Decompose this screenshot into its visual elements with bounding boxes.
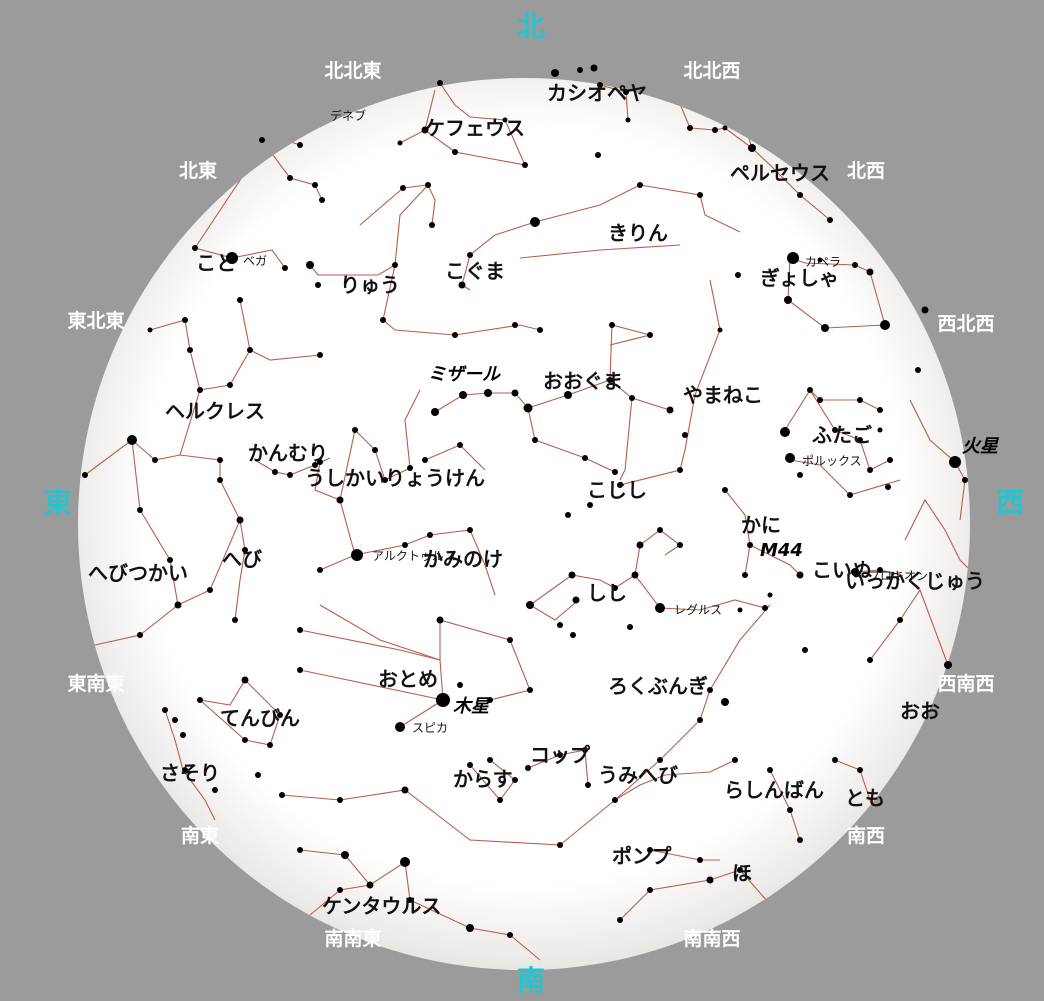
ophiuchus-label: へびつかい [88,561,188,585]
gemini-label: ふたご [812,423,872,447]
nnw-label: 北北西 [683,60,740,82]
bootes-label: うしかい [305,466,385,490]
nne-label: 北北東 [324,59,381,82]
ursa-minor-label: こぐま [445,259,505,283]
sw-label: 南西 [847,825,885,847]
south-label: 南 [517,964,545,997]
constellation-labels: カシオペヤ ケフェウス ペルセウス きりん こぐま りゅう こと ぎょしゃ おお… [88,81,985,918]
wsw-label: 西南西 [937,673,994,695]
ssw-label: 南南西 [683,928,740,950]
hydra-label: うみへび [598,763,679,787]
stars [82,64,968,938]
regulus-label: レグルス [674,603,722,617]
north-label: 北 [517,10,545,43]
draco-label: りゅう [340,273,400,297]
libra-label: てんびん [220,706,300,730]
nw-label: 北西 [847,160,885,182]
arcturus-label: アルクトゥルス [372,549,456,563]
serpens-label: へび [222,547,263,571]
deneb-label: デネブ [330,108,366,123]
sky-disc [78,78,970,970]
sse-label: 南南東 [324,927,381,950]
pyxis-label: らしんばん [724,778,824,802]
wnw-label: 西北西 [937,313,994,335]
capella-label: カペラ [805,255,841,269]
mars-label: 火星 [962,436,1000,457]
ne-label: 北東 [179,159,217,182]
centaurus-label: ケンタウルス [322,894,441,918]
corona-borealis-label: かんむり [248,441,328,465]
mars-marker [949,456,961,468]
m44-label: M44 [760,540,803,561]
scorpius-label: さそり [160,761,220,785]
east-label: 東 [44,486,72,519]
west-label: 西 [996,486,1024,519]
star-name-labels: デネブ ベガ カペラ ポルックス アルクトゥルス レグルス スピカ プロキオン [243,108,928,735]
cassiopeia-label: カシオペヤ [547,81,647,105]
ursa-major-label: おおぐま [543,369,623,393]
object-labels: ミザール 火星 M44 木星 [428,364,1000,717]
procyon-label: プロキオン [868,569,928,583]
jupiter-label: 木星 [453,696,491,717]
arcturus-marker [351,549,363,561]
camelopardalis-label: きりん [608,221,668,245]
orion-label: おお [900,699,940,723]
virgo-label: おとめ [378,667,438,691]
canes-venatici-label: りょうけん [385,466,485,490]
perseus-label: ペルセウス [730,161,830,185]
corvus-label: からす [453,767,513,791]
coma-berenices-label: かみのけ [423,547,503,571]
monoceros-label: いっかくじゅう [845,569,985,593]
crater-label: コップ [530,743,591,767]
auriga-label: ぎょしゃ [760,266,839,290]
vela-label: ほ [732,861,752,885]
lynx-label: やまねこ [683,383,763,407]
leo-minor-label: こじし [587,478,647,502]
sextans-label: ろくぶんぎ [608,674,708,698]
mizar-label: ミザール [428,364,501,385]
ene-label: 東北東 [67,309,124,332]
canis-minor-label: こいぬ [812,558,872,582]
cepheus-label: ケフェウス [425,116,525,140]
se-label: 南東 [181,824,219,847]
hercules-label: ヘルクレス [165,399,265,423]
lyra-label: こと [196,251,236,275]
cancer-label: かに [741,513,781,537]
pollux-label: ポルックス [802,454,862,468]
spica-label: スピカ [412,721,448,735]
leo-label: しし [587,581,627,605]
canis-major-label: とも [845,786,885,810]
direction-labels: 北 南 東 西 北北東 北北西 北東 北西 東北東 西北西 東南東 西南西 南東… [44,10,1024,997]
ese-label: 東南東 [67,672,124,695]
vega-label: ベガ [243,254,267,268]
antlia-label: ポンプ [612,844,672,868]
jupiter-marker [436,693,450,707]
